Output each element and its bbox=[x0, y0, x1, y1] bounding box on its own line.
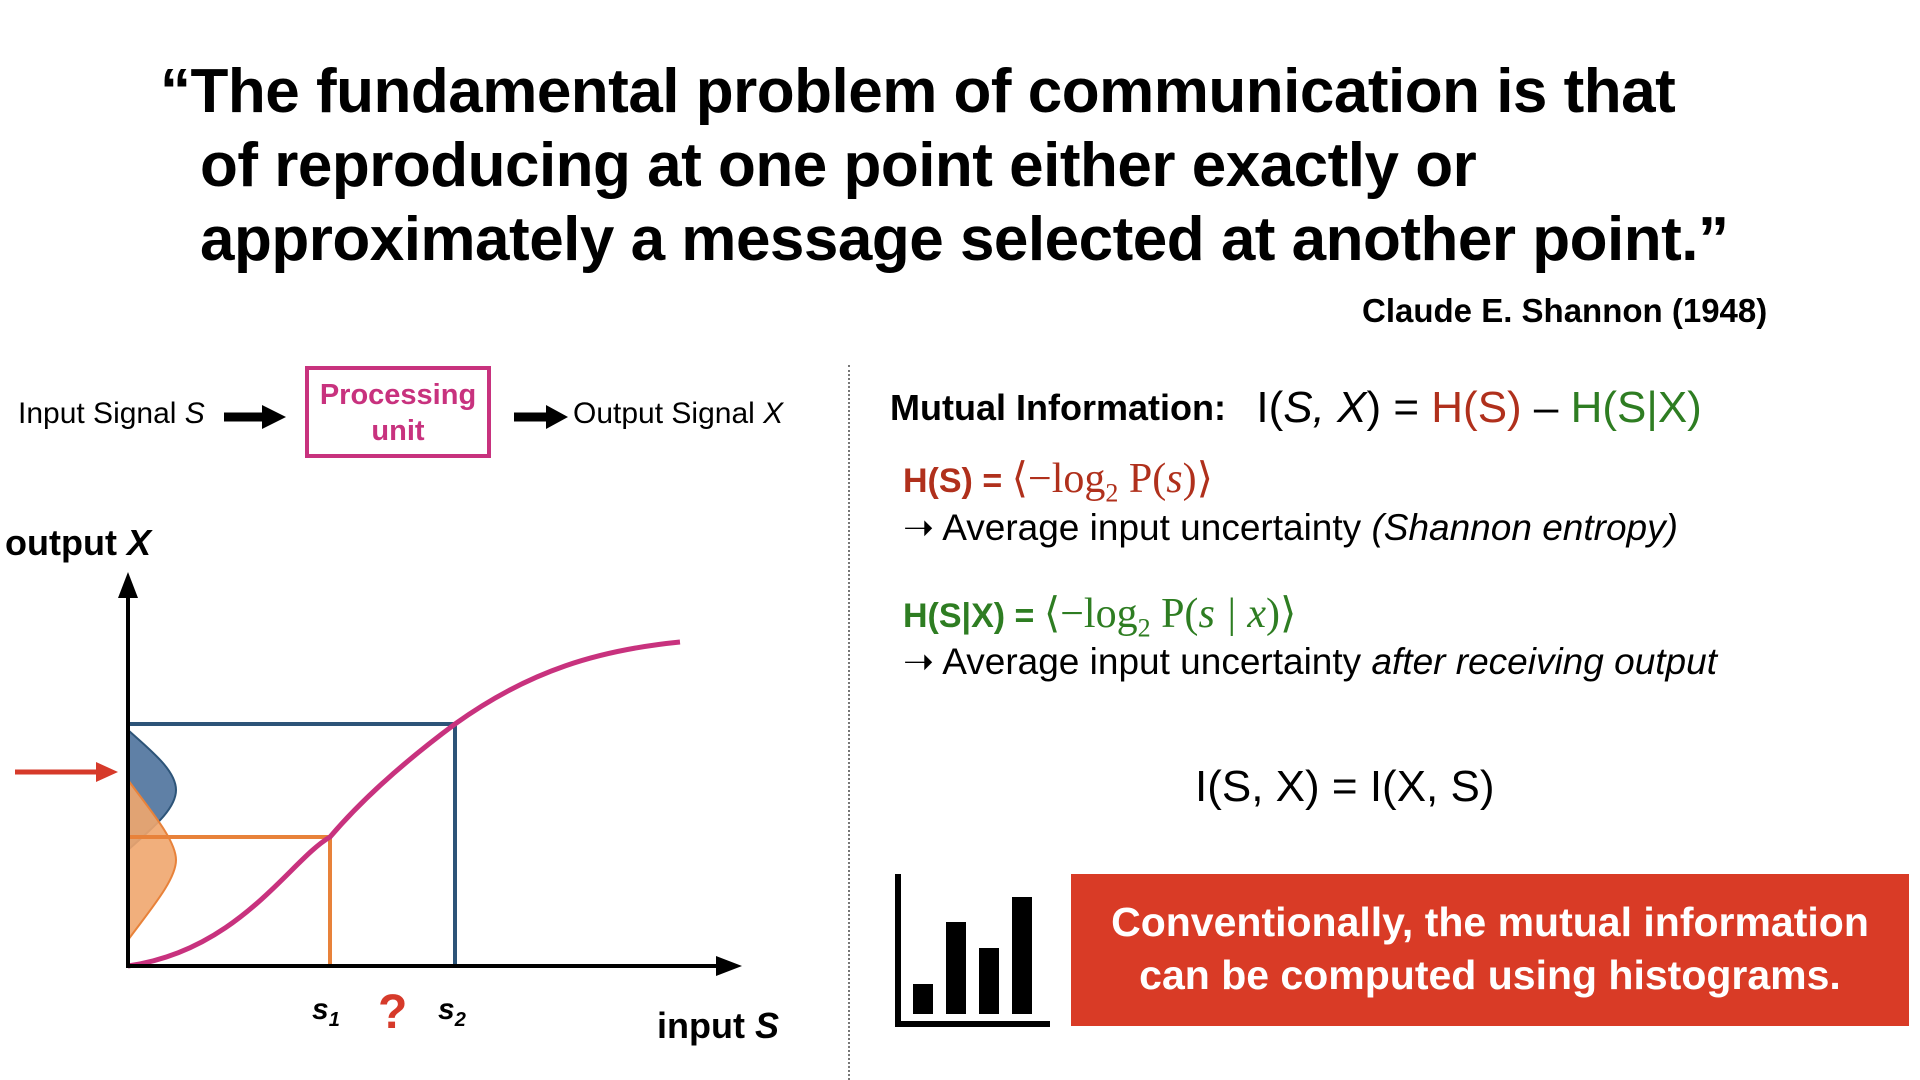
output-signal-var: X bbox=[763, 397, 784, 430]
mi-eq-x: X bbox=[1337, 383, 1367, 432]
y-axis-var: X bbox=[126, 522, 151, 563]
conditional-entropy-description: ➝ Average input uncertainty after receiv… bbox=[903, 640, 1717, 683]
entropy-lhs: H(S) = bbox=[903, 462, 1012, 500]
mi-eq-minus: – bbox=[1521, 383, 1571, 432]
mi-eq-comma: , bbox=[1312, 383, 1338, 432]
quote-line-3: approximately a message selected at anot… bbox=[200, 205, 1729, 274]
cond-rhs: ⟨−log2 P(s | x)⟩ bbox=[1043, 591, 1297, 642]
orange-distribution bbox=[127, 776, 178, 944]
cond-lhs: H(S|X) = bbox=[903, 597, 1044, 635]
output-signal-text: Output Signal bbox=[573, 397, 755, 430]
shannon-quote: “The fundamental problem of communicatio… bbox=[160, 55, 1880, 277]
mi-eq-i: I( bbox=[1256, 383, 1284, 432]
input-arrow-icon bbox=[224, 405, 286, 429]
entropy-desc-italic: (Shannon entropy) bbox=[1371, 507, 1678, 548]
x-axis-arrowhead bbox=[716, 956, 742, 976]
cond-desc-italic: after receiving output bbox=[1371, 641, 1717, 682]
sigmoid-curve bbox=[127, 639, 681, 969]
mi-eq-s: S bbox=[1283, 383, 1313, 432]
entropy-rhs-b: P( bbox=[1118, 456, 1167, 502]
cond-rhs-b: P( bbox=[1150, 591, 1199, 637]
tick-s1: s1 bbox=[312, 993, 340, 1032]
mi-eq-conditional: H(S|X) bbox=[1570, 383, 1702, 432]
entropy-formula: H(S) = ⟨−log2 P(s)⟩ bbox=[903, 453, 1213, 508]
entropy-description: ➝ Average input uncertainty (Shannon ent… bbox=[903, 506, 1678, 549]
quote-line-2: of reproducing at one point either exact… bbox=[200, 131, 1477, 200]
output-signal-label: Output Signal X bbox=[573, 397, 783, 431]
x-axis-text: input bbox=[657, 1005, 745, 1046]
tick-s1-base: s bbox=[312, 993, 329, 1026]
output-arrow-icon bbox=[514, 405, 568, 429]
cond-rhs-a: ⟨−log bbox=[1043, 591, 1138, 637]
callout-line1: Conventionally, the mutual information bbox=[1111, 899, 1869, 945]
entropy-rhs-sub: 2 bbox=[1105, 478, 1119, 508]
callout-line2: can be computed using histograms. bbox=[1139, 952, 1841, 998]
tick-s1-sub: 1 bbox=[328, 1009, 340, 1031]
quote-attribution: Claude E. Shannon (1948) bbox=[1362, 292, 1768, 329]
bar-chart-icon bbox=[895, 874, 1050, 1027]
x-axis-var: S bbox=[754, 1005, 779, 1046]
y-axis-label: output X bbox=[5, 522, 151, 564]
input-signal-label: Input Signal S bbox=[18, 397, 205, 431]
processing-unit-line1: Processing bbox=[319, 379, 477, 411]
tick-s2-base: s bbox=[438, 993, 455, 1026]
entropy-rhs-a: ⟨−log bbox=[1011, 456, 1106, 502]
histogram-callout: Conventionally, the mutual information c… bbox=[1071, 874, 1909, 1026]
cond-rhs-sub: 2 bbox=[1137, 613, 1151, 643]
cond-desc-text: ➝ Average input uncertainty bbox=[903, 641, 1372, 682]
processing-unit-box: Processing unit bbox=[305, 366, 491, 458]
entropy-rhs-c: )⟩ bbox=[1182, 456, 1213, 502]
vertical-divider bbox=[848, 365, 850, 1080]
entropy-desc-text: ➝ Average input uncertainty bbox=[903, 507, 1372, 548]
cond-rhs-var: s | x bbox=[1198, 591, 1266, 637]
processing-unit-line2: unit bbox=[371, 415, 425, 447]
tick-s2-sub: 2 bbox=[454, 1009, 466, 1031]
x-axis-label: input S bbox=[657, 1005, 779, 1047]
transfer-function-plot bbox=[15, 572, 742, 976]
cond-rhs-c: )⟩ bbox=[1265, 591, 1297, 637]
question-mark: ? bbox=[378, 986, 408, 1039]
quote-line-1: “The fundamental problem of communicatio… bbox=[160, 57, 1676, 126]
conditional-entropy-formula: H(S|X) = ⟨−log2 P(s | x)⟩ bbox=[903, 588, 1296, 643]
entropy-rhs-var: s bbox=[1166, 456, 1183, 502]
mi-eq-close: ) = bbox=[1366, 383, 1432, 432]
symmetry-equation: I(S, X) = I(X, S) bbox=[1195, 762, 1495, 811]
red-arrowhead bbox=[96, 762, 118, 782]
tick-s2: s2 bbox=[438, 993, 466, 1032]
y-axis-arrowhead bbox=[118, 572, 138, 598]
mutual-information-equation: I(S, X) = H(S) – H(S|X) bbox=[1256, 383, 1701, 432]
mutual-information-row: Mutual Information: I(S, X) = H(S) – H(S… bbox=[890, 383, 1702, 433]
input-signal-text: Input Signal bbox=[18, 397, 177, 430]
entropy-rhs: ⟨−log2 P(s)⟩ bbox=[1011, 456, 1213, 507]
y-axis-text: output bbox=[5, 522, 117, 563]
mi-eq-entropy: H(S) bbox=[1431, 383, 1522, 432]
mutual-information-label: Mutual Information: bbox=[890, 387, 1226, 428]
input-signal-var: S bbox=[184, 397, 205, 430]
